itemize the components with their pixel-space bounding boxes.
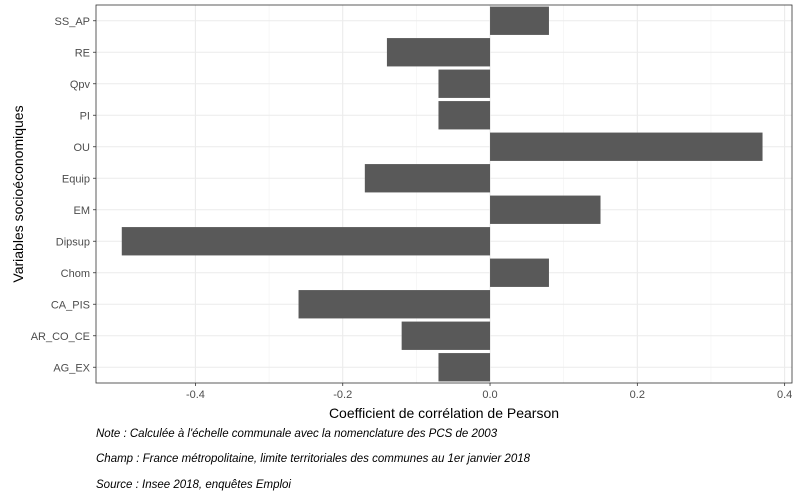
- bar-ar-co-ce: [401, 321, 491, 350]
- bar-ou: [490, 132, 763, 161]
- bar-ag-ex: [438, 353, 491, 382]
- champ-text: Champ : France métropolitaine, limite te…: [96, 453, 531, 465]
- x-axis-title: Coefficient de corrélation de Pearson: [329, 405, 559, 421]
- bar-em: [490, 195, 601, 224]
- y-tick-label: RE: [75, 47, 90, 59]
- y-tick-label: AR_CO_CE: [31, 331, 90, 343]
- bar-ca-pis: [298, 290, 491, 319]
- x-axis: -0.4 -0.2 0.0 0.2 0.4: [186, 383, 792, 401]
- x-tick-label: 0.4: [777, 389, 792, 401]
- y-tick-label: CA_PIS: [51, 299, 90, 311]
- y-tick-label: PI: [80, 110, 90, 122]
- y-tick-label: AG_EX: [53, 362, 90, 374]
- x-tick-label: -0.2: [333, 389, 352, 401]
- bar-dipsup: [121, 227, 491, 256]
- y-tick-label: Chom: [61, 268, 90, 280]
- bar-re: [386, 38, 491, 67]
- bar-ss-ap: [490, 6, 549, 35]
- x-tick-label: 0.2: [630, 389, 645, 401]
- source-text: Source : Insee 2018, enquêtes Emploi: [96, 479, 291, 491]
- panel-border: [95, 4, 793, 384]
- y-tick-label: Qpv: [70, 79, 91, 91]
- y-tick-label: SS_AP: [55, 16, 90, 28]
- y-axis-title: Variables socioéconomiques: [10, 105, 26, 282]
- note-text: Note : Calculée à l'échelle communale av…: [96, 428, 498, 440]
- x-tick-label: 0.0: [482, 389, 497, 401]
- y-axis: SS_AP RE Qpv PI OU Equip EM Dipsup Chom CA_PIS AR_…: [31, 16, 96, 374]
- bar-equip: [364, 164, 491, 193]
- x-tick-label: -0.4: [186, 389, 205, 401]
- y-tick-label: Dipsup: [56, 236, 90, 248]
- y-tick-label: Equip: [62, 173, 90, 185]
- bars: [121, 6, 763, 382]
- bar-qpv: [438, 69, 491, 98]
- bar-pi: [438, 101, 491, 130]
- y-tick-label: OU: [74, 142, 91, 154]
- bar-chom: [490, 258, 549, 287]
- y-tick-label: EM: [74, 205, 91, 217]
